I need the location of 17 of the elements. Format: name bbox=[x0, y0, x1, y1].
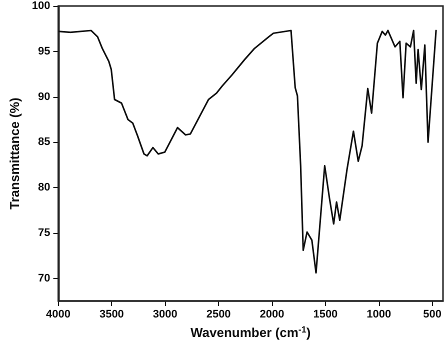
y-tick-label: 75 bbox=[38, 226, 50, 239]
x-tick-label: 1000 bbox=[366, 308, 392, 320]
x-tick-label: 2500 bbox=[206, 308, 231, 320]
y-tick-label: 80 bbox=[38, 182, 50, 194]
x-tick-label: 2000 bbox=[260, 308, 284, 320]
line-series bbox=[58, 30, 437, 274]
y-axis-title: Transmittance (%) bbox=[7, 98, 22, 210]
x-tick-label: 4000 bbox=[46, 308, 70, 320]
x-tick-label: 3500 bbox=[99, 308, 124, 320]
y-tick-label: 100 bbox=[32, 0, 50, 12]
y-tick-label: 90 bbox=[38, 90, 50, 103]
x-tick-label: 1500 bbox=[313, 308, 338, 320]
x-tick-label: 500 bbox=[423, 308, 442, 320]
y-tick-label: 70 bbox=[38, 272, 50, 284]
x-tick-label: 3000 bbox=[152, 308, 178, 320]
y-tick-label: 95 bbox=[38, 45, 50, 58]
y-tick-label: 85 bbox=[38, 136, 50, 148]
